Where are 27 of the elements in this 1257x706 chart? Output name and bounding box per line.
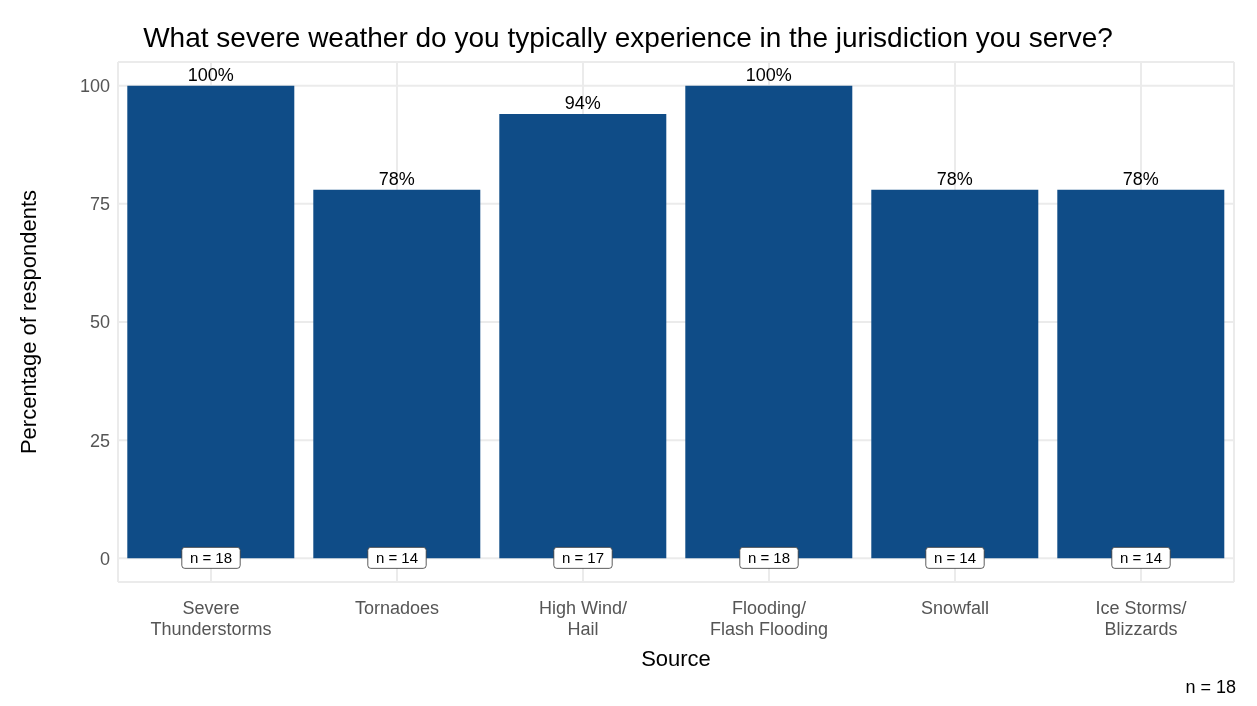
x-tick-label: Flooding/ Flash Flooding	[709, 598, 829, 639]
chart-title: What severe weather do you typically experience in the jurisdiction you serve?	[142, 22, 1114, 54]
annotation: n = 18	[189, 549, 233, 567]
data-label: 100%	[745, 64, 792, 85]
annotation: n = 14	[1119, 549, 1163, 567]
y-tick-label: 25	[89, 430, 110, 451]
annotation: n = 17	[561, 549, 605, 567]
annotation: n = 14	[933, 549, 977, 567]
y-tick-label: 100	[79, 76, 110, 97]
x-tick-label: Tornadoes	[354, 598, 440, 618]
x-tick-label: Snowfall	[920, 598, 990, 618]
y-tick-label: 75	[89, 194, 110, 215]
text: n = 18	[1185, 677, 1236, 698]
data-label: 78%	[936, 168, 973, 189]
annotation: n = 14	[375, 549, 419, 567]
data-label: 94%	[564, 93, 601, 113]
annotation: n = 18	[747, 549, 791, 567]
data-label: 78%	[1122, 168, 1159, 189]
x-axis-title: Source	[641, 646, 711, 671]
x-tick-label: High Wind/ Hail	[538, 598, 628, 639]
y-tick-label: 50	[89, 312, 110, 333]
x-tick-label: Ice Storms/ Blizzards	[1095, 598, 1187, 639]
y-tick-label: 0	[99, 548, 110, 569]
x-tick-label: Severe Thunderstorms	[150, 598, 272, 639]
data-label: 100%	[187, 64, 234, 85]
y-axis-title: Percentage of respondents	[15, 189, 41, 455]
data-label: 78%	[378, 168, 415, 189]
